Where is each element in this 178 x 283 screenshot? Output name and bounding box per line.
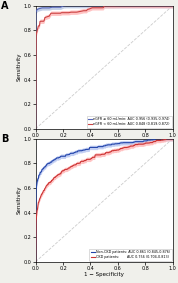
Legend: Non-CKD patients: AUC 0.861 (0.845-0.876), CKD patients:       AUC 0.756 (0.704-: Non-CKD patients: AUC 0.861 (0.845-0.876… (89, 248, 172, 261)
X-axis label: 1 − Specificity: 1 − Specificity (84, 272, 124, 277)
Y-axis label: Sensitivity: Sensitivity (17, 53, 22, 82)
Legend: eGFR ≥ 60 mL/min: AUC 0.956 (0.935-0.974), eGFR < 60 mL/min: AUC 0.848 (0.819-0.: eGFR ≥ 60 mL/min: AUC 0.956 (0.935-0.974… (87, 115, 172, 128)
Y-axis label: Sensitivity: Sensitivity (17, 186, 22, 215)
Text: A: A (1, 1, 9, 11)
X-axis label: 1 − Specificity: 1 − Specificity (84, 139, 124, 144)
Text: B: B (1, 134, 9, 144)
